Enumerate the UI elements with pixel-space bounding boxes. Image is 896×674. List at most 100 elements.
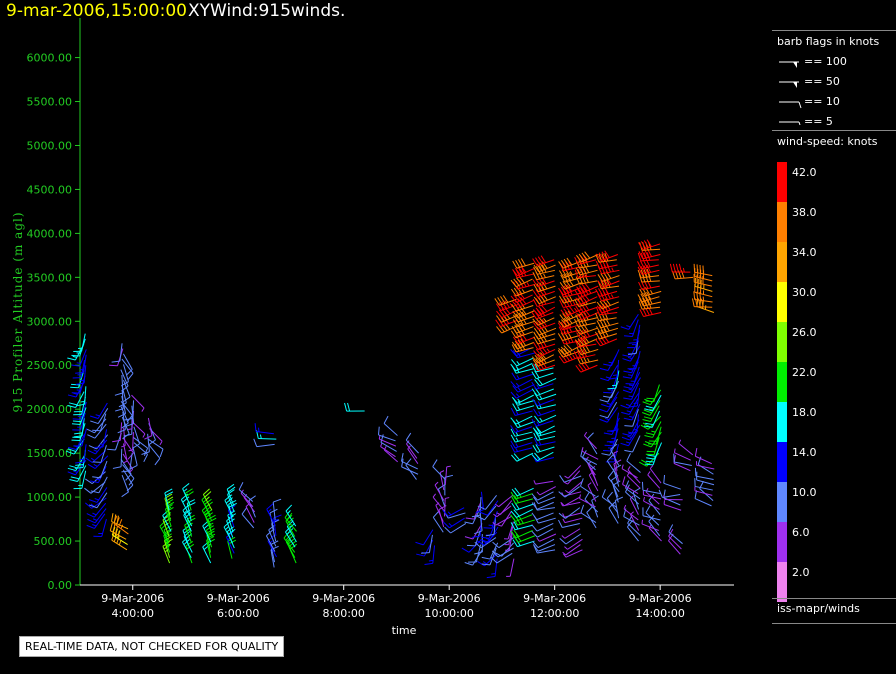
barb-feather [668,524,674,533]
speed-bin-label: 30.0 [792,286,817,299]
barb-half-feather [521,289,525,294]
wind-barb [603,375,618,394]
barb-staff [662,493,681,498]
barb-staff [621,468,638,479]
y-axis-label: 915 Profiler Altitude (m agl) [11,211,25,412]
wind-barb [596,302,619,314]
barb-feather [637,261,642,270]
barb-staff [565,533,582,545]
barb-staff [538,404,556,410]
barb-feather [575,276,581,285]
barb-half-feather [628,374,633,376]
barb-feather [558,270,565,278]
barb-feather [471,535,481,538]
barb-staff [695,455,712,465]
barb-feather [123,433,132,437]
wind-barb [442,507,465,517]
barb-staff [383,423,398,436]
barb-half-feather [643,496,645,502]
wind-barb [558,507,581,519]
barb-feather [513,278,520,286]
wind-barb [512,297,535,309]
wind-barb [532,287,555,298]
wind-barb [93,518,107,537]
barb-feather [566,316,573,324]
y-tick-label: 3500.00 [27,271,73,284]
barb-staff [484,505,497,521]
barb-feather [623,370,632,374]
barb-feather [573,350,579,359]
barb-half-feather [495,503,499,508]
barb-staff [132,400,135,419]
barb-feather [287,517,294,524]
wind-barb [669,263,691,273]
wind-barb [512,534,536,543]
barb-feather [344,402,348,412]
wind-barb [506,558,515,577]
barb-feather [531,524,538,532]
barb-feather [540,304,548,312]
barb-staff [98,476,108,494]
barb-half-feather [183,488,188,492]
wind-barb [623,382,640,400]
barb-feather [533,331,539,340]
y-tick-label: 0.00 [48,579,73,592]
barb-feather [697,456,702,465]
barb-feather [591,495,599,501]
barb-feather [497,297,503,305]
barb-feather [595,254,600,263]
barb-staff [265,535,276,552]
barb-feather [579,346,585,354]
barb-staff [696,479,715,486]
barb-half-feather [569,271,573,276]
barb-staff [645,512,660,526]
wind-barb [483,511,498,529]
barb-staff [119,343,123,362]
barb-legend-label: == 10 [804,95,840,108]
barb-half-feather [526,282,530,287]
wind-barb [673,448,691,461]
wind-barb [622,476,639,495]
y-tick-label: 5500.00 [27,96,73,109]
barb-legend-flag [793,82,797,88]
wind-barb [122,453,134,473]
barb-half-feather [562,551,567,556]
barb-staff [514,426,533,433]
barb-staff [537,507,556,511]
barb-feather [121,491,129,498]
barb-feather [496,315,502,323]
wind-barb-chart: 0.00 500.00 1000.00 1500.00 2000.00 2500.00 30… [11,18,734,637]
barb-half-feather [123,460,128,464]
barb-staff [401,466,419,475]
barb-staff [598,317,617,322]
speed-bin-label: 38.0 [792,206,817,219]
x-tick-date: 9-Mar-2006 [101,592,164,605]
wind-barb [584,491,599,513]
barb-feather [645,422,654,426]
wind-barb [594,328,617,340]
barb-feather [112,439,121,443]
speed-color-swatch [777,562,787,602]
barb-half-feather [536,491,541,496]
barb-feather [559,282,566,290]
barb-half-feather [141,407,145,412]
speed-legend-title: wind-speed: knots [777,135,878,148]
wind-barb [480,526,499,543]
barb-staff [538,517,556,524]
wind-barb [485,516,497,537]
barb-feather [498,309,505,317]
barb-feather [586,506,593,513]
barb-staff [516,405,535,412]
wind-barb [559,533,582,545]
barb-half-feather [227,536,232,541]
barb-staff [539,414,557,423]
barb-staff [480,491,485,510]
barb-feather [533,284,539,292]
wind-barb [266,503,276,526]
wind-barb [131,394,145,412]
barb-half-feather [523,320,527,325]
wind-barb [642,400,661,416]
barb-half-feather [632,428,638,431]
barb-half-feather [129,468,134,473]
wind-barb [86,513,106,529]
